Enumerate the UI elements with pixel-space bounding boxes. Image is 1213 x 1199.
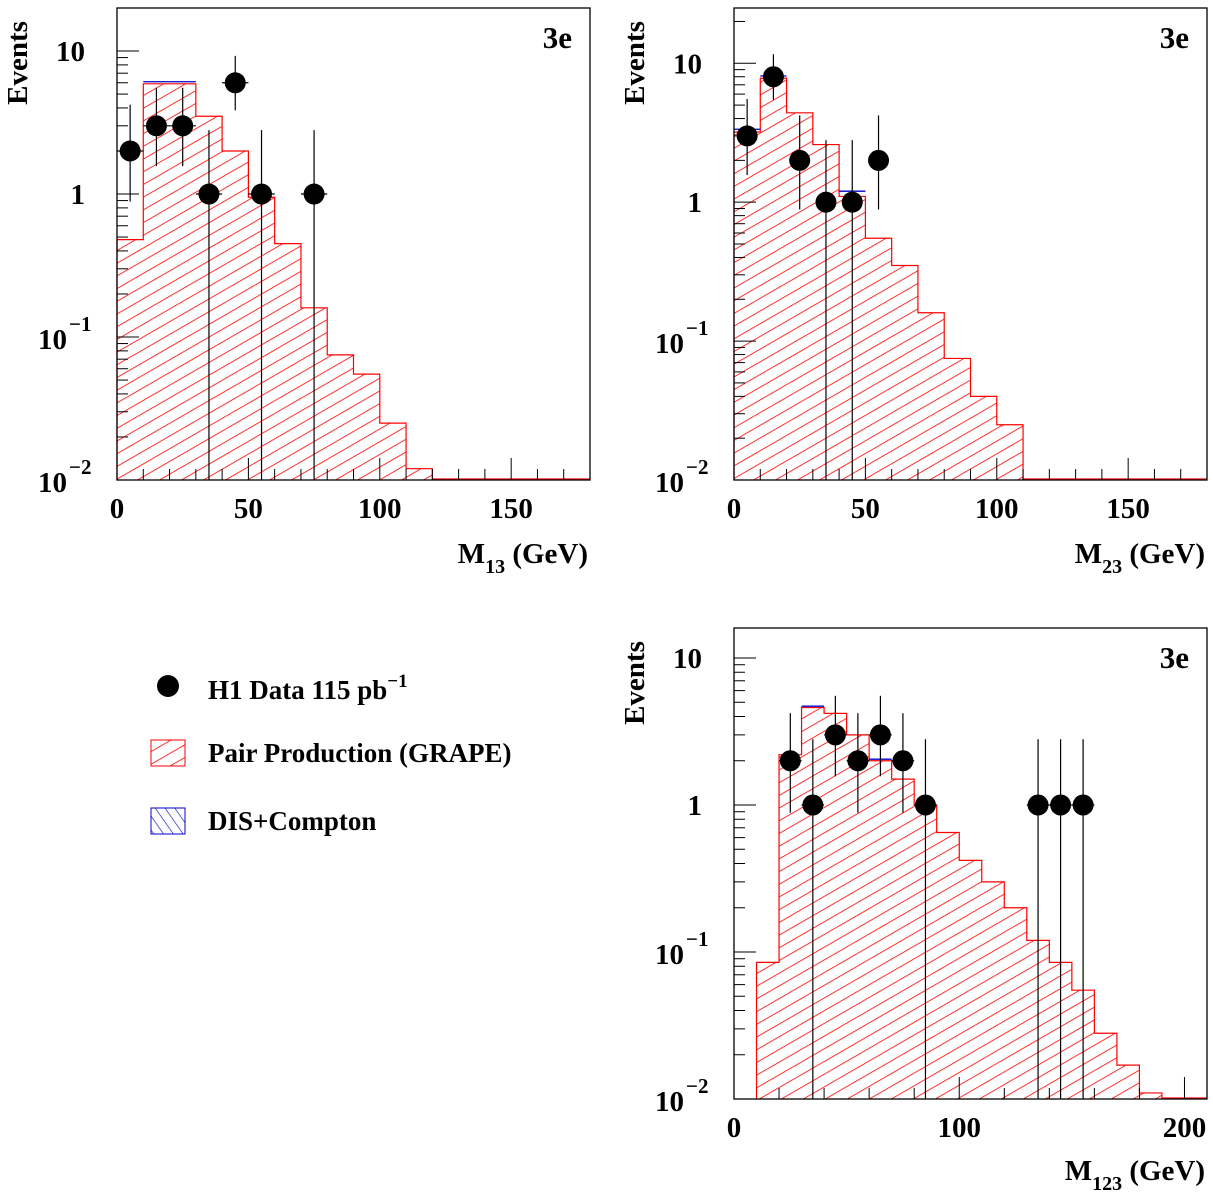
channel-label: 3e (543, 20, 572, 55)
pair-production-area (756, 707, 1162, 1099)
x-axis-title: M23 (GeV) (1075, 538, 1205, 578)
y-tick-exponent: −1 (686, 316, 708, 340)
y-tick-label: 1 (688, 187, 703, 219)
x-tick-label: 150 (489, 493, 533, 525)
legend-dis-label: DIS+Compton (208, 806, 376, 836)
y-tick-label: 10 (655, 467, 684, 499)
y-tick-label: 10 (673, 643, 702, 675)
data-point (198, 183, 220, 205)
y-tick-label: 10 (38, 324, 67, 356)
x-tick-label: 50 (851, 493, 880, 525)
y-axis-title: Events (619, 21, 651, 105)
pair-production-outline (755, 706, 1163, 1099)
data-point (172, 115, 194, 137)
data-point (251, 183, 273, 205)
y-tick-label: 10 (655, 939, 684, 971)
y-tick-exponent: −1 (686, 927, 708, 951)
y-tick-exponent: −2 (686, 455, 708, 479)
x-tick-label: 200 (1163, 1112, 1207, 1144)
data-point (1027, 794, 1049, 816)
x-tick-label: 50 (234, 493, 263, 525)
channel-label: 3e (1160, 640, 1189, 675)
data-point (815, 191, 837, 213)
x-tick-label: 150 (1106, 493, 1150, 525)
y-tick-label: 10 (673, 48, 702, 80)
x-tick-label: 100 (358, 493, 402, 525)
data-point (847, 750, 869, 772)
data-point (892, 750, 914, 772)
data-point (762, 66, 784, 88)
legend-data-marker (157, 675, 179, 697)
data-point (303, 183, 325, 205)
data-point (736, 125, 758, 147)
data-point (779, 750, 801, 772)
y-tick-label: 1 (688, 790, 703, 822)
data-point (789, 149, 811, 171)
x-axis-title: M123 (GeV) (1065, 1155, 1205, 1195)
data-point (145, 115, 167, 137)
y-tick-label: 10 (38, 467, 67, 499)
y-axis-title: Events (619, 641, 651, 725)
y-tick-exponent: −2 (686, 1074, 708, 1098)
x-tick-label: 0 (727, 1112, 742, 1144)
x-tick-label: 0 (727, 493, 742, 525)
y-tick-exponent: −2 (69, 455, 91, 479)
data-point (914, 794, 936, 816)
data-point (868, 149, 890, 171)
y-axis-title: Events (2, 21, 34, 105)
y-tick-label: 10 (655, 1086, 684, 1118)
y-tick-exponent: −1 (69, 312, 91, 336)
legend-dis-swatch (150, 807, 186, 835)
y-tick-label: 1 (71, 179, 86, 211)
x-tick-label: 0 (110, 493, 125, 525)
y-tick-label: 10 (56, 36, 85, 68)
data-point (802, 794, 824, 816)
data-point (1072, 794, 1094, 816)
data-point (119, 140, 141, 162)
data-point (841, 191, 863, 213)
pair-production-area (117, 83, 433, 480)
data-point (224, 72, 246, 94)
data-point (824, 724, 846, 746)
legend: H1 Data 115 pb−1 Pair Production (GRAPE)… (150, 671, 512, 836)
legend-pair-label: Pair Production (GRAPE) (208, 738, 512, 768)
pair-production-area (734, 78, 1024, 481)
x-tick-label: 100 (937, 1112, 981, 1144)
legend-data-label: H1 Data 115 pb−1 (208, 671, 408, 705)
legend-data-label-sup: −1 (387, 671, 407, 692)
channel-label: 3e (1160, 20, 1189, 55)
data-point (869, 724, 891, 746)
x-axis-title: M13 (GeV) (458, 538, 588, 578)
legend-pair-swatch (150, 739, 186, 767)
x-tick-label: 100 (975, 493, 1019, 525)
y-tick-label: 10 (655, 328, 684, 360)
data-point (1050, 794, 1072, 816)
pair-production-outline (116, 83, 433, 480)
